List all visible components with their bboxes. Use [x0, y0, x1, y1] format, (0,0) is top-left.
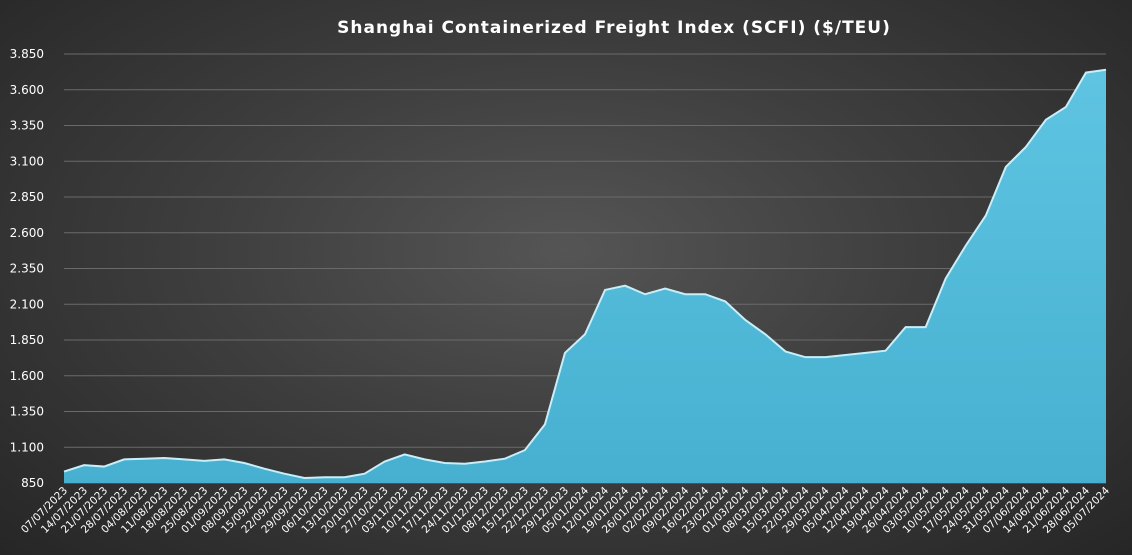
data-point	[664, 288, 666, 290]
data-point	[544, 423, 546, 425]
y-tick-label: 3.100	[10, 154, 44, 168]
data-point	[404, 453, 406, 455]
data-point	[203, 460, 205, 462]
data-point	[163, 457, 165, 459]
data-point	[1105, 69, 1107, 71]
data-point	[1065, 106, 1067, 108]
data-point	[324, 476, 326, 478]
data-point	[624, 285, 626, 287]
data-point	[344, 476, 346, 478]
data-point	[143, 458, 145, 460]
data-point	[1085, 72, 1087, 74]
y-tick-label: 1.350	[10, 405, 44, 419]
y-tick-label: 850	[21, 476, 44, 490]
data-point	[845, 354, 847, 356]
data-point	[303, 477, 305, 479]
data-point	[263, 468, 265, 470]
data-point	[243, 462, 245, 464]
data-point	[1005, 166, 1007, 168]
data-point	[865, 352, 867, 354]
data-point	[424, 458, 426, 460]
data-point	[744, 319, 746, 321]
data-point	[644, 293, 646, 295]
chart-title: Shanghai Containerized Freight Index (SC…	[337, 18, 891, 38]
data-point	[524, 449, 526, 451]
data-point	[925, 326, 927, 328]
data-point	[384, 461, 386, 463]
data-point	[564, 352, 566, 354]
data-point	[724, 300, 726, 302]
data-point	[704, 293, 706, 295]
data-point	[965, 245, 967, 247]
data-point	[444, 462, 446, 464]
y-tick-label: 2.600	[10, 226, 44, 240]
data-point	[484, 461, 486, 463]
y-tick-label: 1.850	[10, 333, 44, 347]
y-tick-label: 2.350	[10, 262, 44, 276]
area-series-line	[63, 68, 1107, 479]
y-tick-label: 3.350	[10, 119, 44, 133]
data-point	[604, 289, 606, 291]
data-point	[885, 350, 887, 352]
y-tick-label: 3.850	[10, 47, 44, 61]
data-point	[905, 326, 907, 328]
y-tick-label: 1.600	[10, 369, 44, 383]
data-point	[183, 458, 185, 460]
data-point	[824, 356, 826, 358]
data-point	[83, 464, 85, 466]
data-point	[804, 356, 806, 358]
y-tick-label: 1.100	[10, 440, 44, 454]
data-point	[504, 458, 506, 460]
data-point	[684, 293, 686, 295]
data-point	[784, 350, 786, 352]
data-point	[1045, 119, 1047, 121]
y-tick-label: 2.100	[10, 297, 44, 311]
data-point	[103, 466, 105, 468]
area-series-fill	[64, 69, 1106, 483]
data-point	[364, 473, 366, 475]
data-point	[1025, 146, 1027, 148]
y-tick-label: 2.850	[10, 190, 44, 204]
y-tick-label: 3.600	[10, 83, 44, 97]
data-point	[63, 471, 65, 473]
data-point	[584, 333, 586, 335]
data-point	[764, 333, 766, 335]
data-point	[283, 473, 285, 475]
data-point	[945, 278, 947, 280]
data-point	[123, 458, 125, 460]
data-point	[464, 463, 466, 465]
data-point	[223, 458, 225, 460]
data-point	[985, 215, 987, 217]
